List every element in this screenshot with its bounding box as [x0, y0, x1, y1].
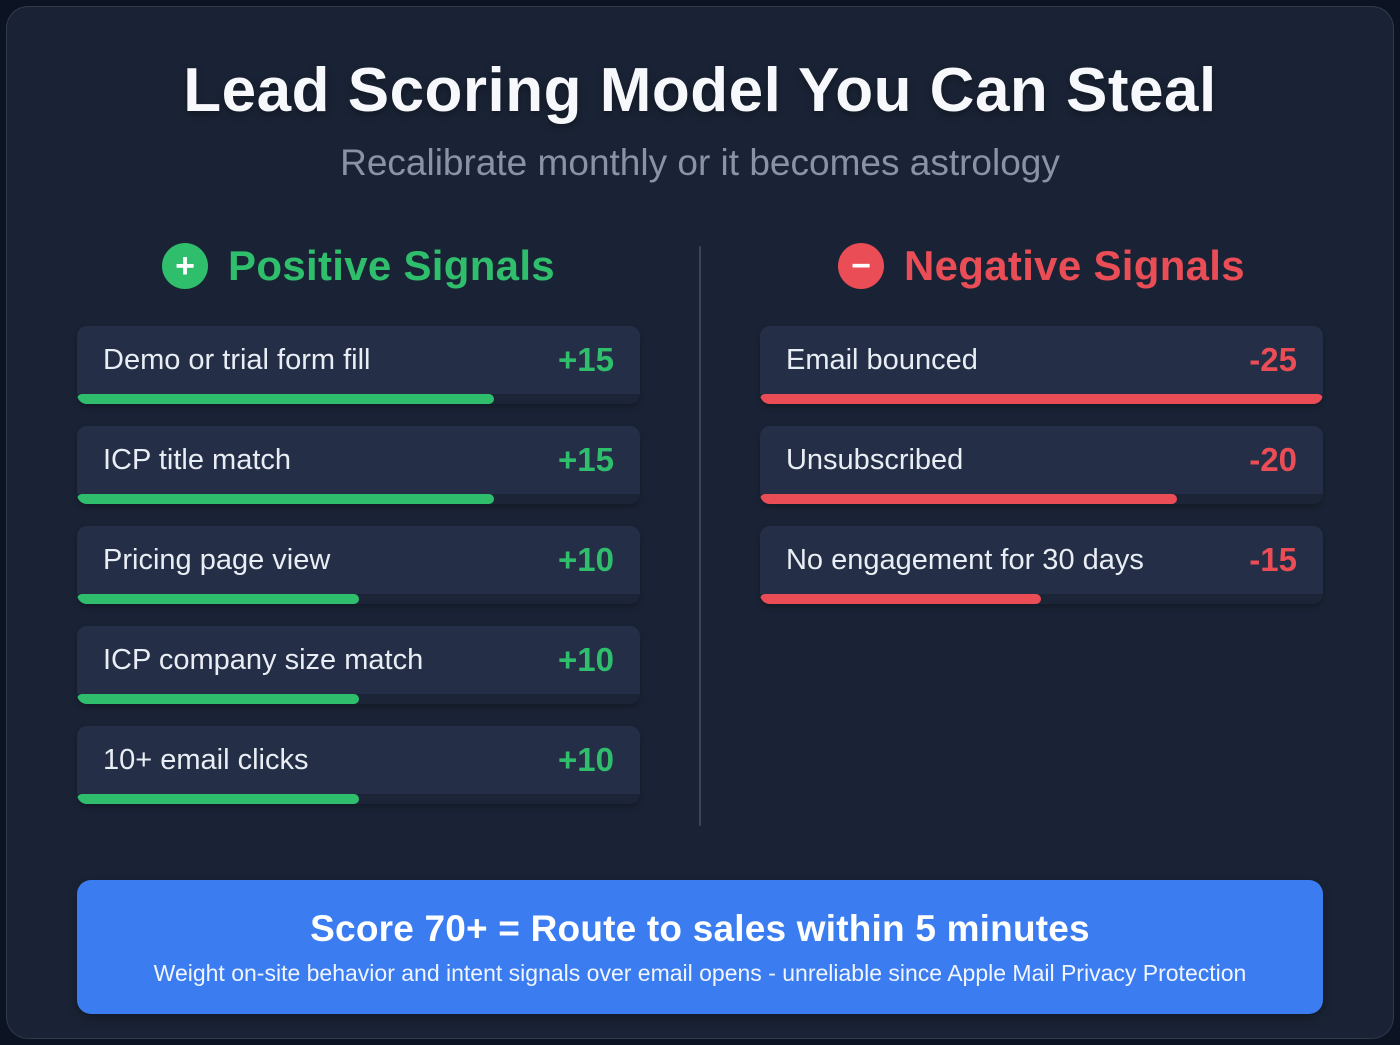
signal-bar-track	[759, 594, 1323, 604]
signal-score: +10	[558, 641, 615, 678]
signal-row: Demo or trial form fill +15	[77, 326, 641, 404]
signal-row: No engagement for 30 days -15	[759, 526, 1323, 604]
signal-row-top: ICP company size match +10	[77, 626, 640, 694]
signal-row: Unsubscribed -20	[759, 426, 1323, 504]
signal-bar-track	[759, 494, 1323, 504]
minus-icon: −	[838, 243, 885, 289]
negative-rows: Email bounced -25 Unsubscribed -20	[759, 326, 1323, 604]
positive-column: + Positive Signals Demo or trial form fi…	[77, 242, 641, 826]
signal-bar-fill	[77, 394, 494, 404]
positive-header-label: Positive Signals	[228, 242, 555, 289]
signal-bar-track	[77, 594, 641, 604]
signal-score: +15	[558, 441, 615, 478]
page-title: Lead Scoring Model You Can Steal	[183, 56, 1217, 125]
signal-row-top: 10+ email clicks +10	[77, 726, 640, 794]
signal-bar-fill	[77, 494, 494, 504]
signal-label: No engagement for 30 days	[785, 543, 1144, 576]
signal-score: +10	[558, 741, 615, 778]
signal-bar-fill	[77, 594, 359, 604]
negative-header: − Negative Signals	[760, 242, 1323, 290]
signals-columns: + Positive Signals Demo or trial form fi…	[77, 242, 1323, 826]
signal-row: ICP title match +15	[77, 426, 641, 504]
signal-row-top: No engagement for 30 days -15	[760, 526, 1323, 594]
footer-headline: Score 70+ = Route to sales within 5 minu…	[310, 907, 1090, 949]
signal-score: -20	[1249, 441, 1297, 478]
signal-row-top: Demo or trial form fill +15	[77, 326, 640, 394]
page-subtitle: Recalibrate monthly or it becomes astrol…	[340, 142, 1060, 183]
signal-label: ICP company size match	[103, 643, 424, 676]
infographic-card: Lead Scoring Model You Can Steal Recalib…	[6, 6, 1394, 1039]
column-divider	[699, 246, 701, 826]
signal-label: Pricing page view	[103, 543, 331, 576]
negative-header-label: Negative Signals	[904, 242, 1245, 289]
plus-icon: +	[162, 243, 209, 289]
signal-bar-track	[759, 394, 1323, 404]
footer-note: Weight on-site behavior and intent signa…	[153, 959, 1247, 986]
signal-row-top: Unsubscribed -20	[760, 426, 1323, 494]
signal-row-top: Pricing page view +10	[77, 526, 640, 594]
signal-row: ICP company size match +10	[77, 626, 641, 704]
signal-score: -15	[1249, 541, 1297, 578]
signal-bar-fill	[77, 794, 359, 804]
signal-row-top: ICP title match +15	[77, 426, 640, 494]
signal-row: Email bounced -25	[759, 326, 1323, 404]
signal-label: ICP title match	[103, 443, 292, 476]
signal-bar-track	[77, 494, 641, 504]
signal-bar-fill	[759, 394, 1323, 404]
positive-header: + Positive Signals	[77, 242, 640, 290]
positive-rows: Demo or trial form fill +15 ICP title ma…	[77, 326, 641, 804]
signal-bar-fill	[759, 594, 1042, 604]
signal-score: -25	[1249, 341, 1297, 378]
negative-column: − Negative Signals Email bounced -25	[759, 242, 1323, 826]
signal-score: +15	[558, 341, 615, 378]
signal-label: 10+ email clicks	[103, 743, 309, 776]
signal-bar-fill	[759, 494, 1177, 504]
signal-label: Demo or trial form fill	[103, 343, 371, 376]
footer-banner: Score 70+ = Route to sales within 5 minu…	[77, 880, 1323, 1014]
signal-label: Unsubscribed	[785, 443, 964, 476]
signal-bar-fill	[77, 694, 359, 704]
signal-row: Pricing page view +10	[77, 526, 641, 604]
signal-row-top: Email bounced -25	[760, 326, 1323, 394]
signal-bar-track	[77, 694, 641, 704]
signal-bar-track	[77, 394, 641, 404]
signal-score: +10	[558, 541, 615, 578]
signal-row: 10+ email clicks +10	[77, 726, 641, 804]
signal-bar-track	[77, 794, 641, 804]
signal-label: Email bounced	[785, 343, 978, 376]
